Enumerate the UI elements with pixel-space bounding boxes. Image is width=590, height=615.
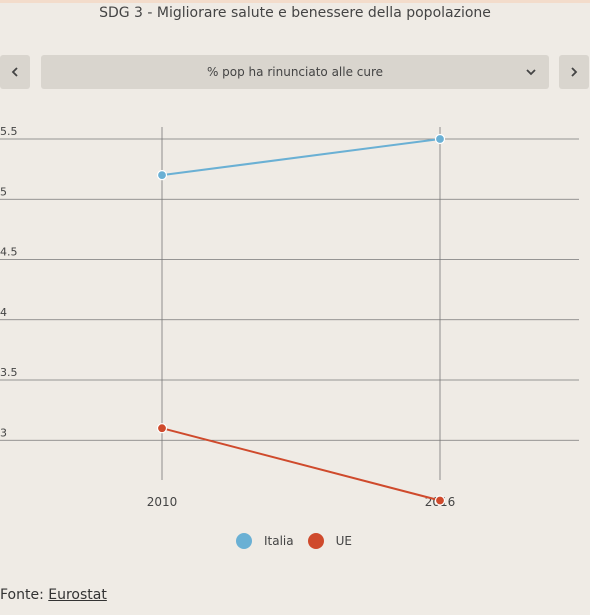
y-tick-label-5: 5 xyxy=(0,185,7,198)
next-button[interactable] xyxy=(559,55,589,89)
chevron-left-icon xyxy=(11,67,18,77)
legend-marker-ue xyxy=(307,533,324,549)
top-accent-strip xyxy=(0,0,590,3)
legend-item-italia[interactable]: Italia xyxy=(236,533,294,549)
data-point-italia-2016 xyxy=(434,133,446,145)
chart-title: SDG 3 - Migliorare salute e benessere de… xyxy=(99,5,491,21)
y-tick-label-3: 3 xyxy=(0,426,7,439)
chevron-right-icon xyxy=(571,67,578,77)
legend-item-ue[interactable]: UE xyxy=(307,533,352,549)
legend-marker-italia xyxy=(236,533,252,549)
source-link[interactable]: Eurostat xyxy=(48,587,107,603)
y-tick-label-4: 4 xyxy=(0,306,7,319)
source-prefix: Fonte: xyxy=(0,587,44,603)
legend-label-italia: Italia xyxy=(264,534,294,548)
y-tick-label-5-5: 5.5 xyxy=(0,125,18,138)
source-note: Fonte: Eurostat xyxy=(0,587,107,603)
series-line-ue xyxy=(161,427,441,502)
y-tick-label-4-5: 4.5 xyxy=(0,246,18,259)
data-point-italia-2010 xyxy=(156,170,168,181)
series-line-italia xyxy=(161,138,441,177)
indicator-select[interactable]: % pop ha rinunciato alle cure xyxy=(41,55,549,89)
chart-legend: Italia UE xyxy=(236,533,366,549)
chevron-down-icon xyxy=(526,69,536,76)
data-point-ue-2016 xyxy=(434,495,446,506)
line-chart: 5.554.543.5320102016 xyxy=(0,125,579,509)
x-tick-label-2010: 2010 xyxy=(147,495,178,509)
data-point-ue-2010 xyxy=(156,423,168,434)
y-tick-label-3-5: 3.5 xyxy=(0,366,18,379)
legend-label-ue: UE xyxy=(335,534,352,548)
indicator-select-value: % pop ha rinunciato alle cure xyxy=(206,65,384,79)
previous-button[interactable] xyxy=(0,55,30,89)
